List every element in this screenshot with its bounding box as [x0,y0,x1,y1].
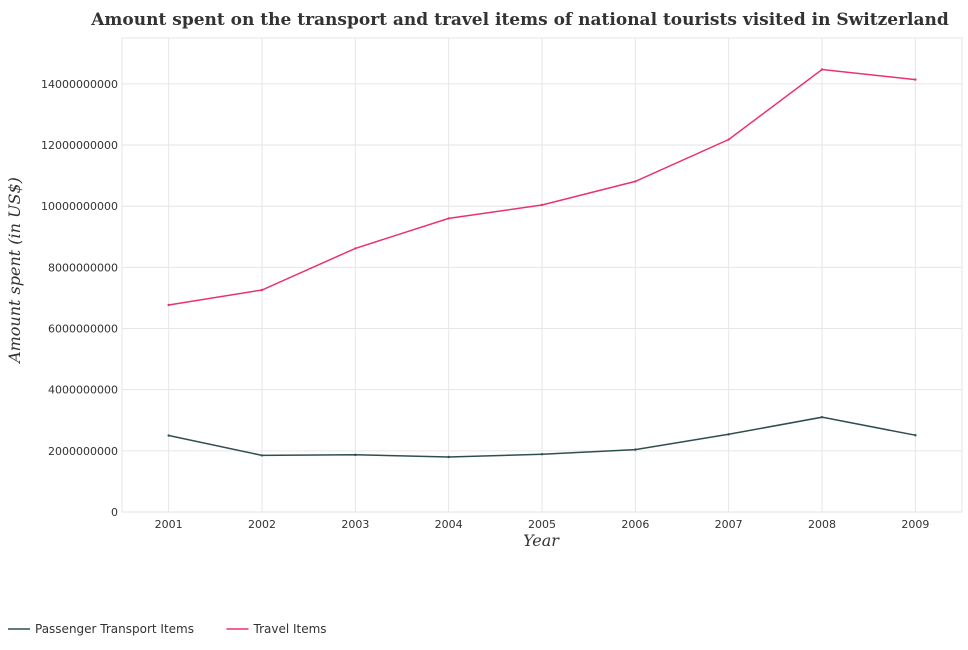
legend-label: Passenger Transport Items [35,622,194,636]
y-tick-label: 14000000000 [41,78,118,91]
data-point [540,453,544,456]
grid [121,37,963,513]
x-axis: 2001 2002 2003 2004 2005 2006 2007 2008 2009 [155,518,930,531]
y-tick-label: 6000000000 [48,323,118,336]
y-tick-label: 2000000000 [48,445,118,458]
x-tick-label: 2002 [248,518,276,531]
x-tick-label: 2008 [808,518,836,531]
y-tick-label: 0 [111,506,118,519]
data-point [634,448,637,451]
x-tick-label: 2007 [715,518,743,531]
x-axis-title: Year [523,531,560,550]
x-tick-label: 2005 [528,518,556,531]
data-point [167,303,170,307]
series-lines [167,68,917,459]
x-tick-label: 2009 [901,518,929,531]
data-point [447,217,450,220]
data-point [540,203,544,207]
legend: Passenger Transport Items Travel Items [8,622,327,636]
data-point [820,68,824,71]
data-point [260,288,264,292]
data-point [260,454,264,457]
data-point [354,247,357,250]
x-tick-label: 2006 [621,518,649,531]
x-tick-label: 2001 [155,518,183,531]
y-axis: 0 2000000000 4000000000 6000000000 800000000… [41,78,118,519]
chart-title: Amount spent on the transport and travel… [90,10,949,30]
data-point [914,434,917,437]
x-tick-label: 2003 [341,518,369,531]
data-point [354,453,357,457]
y-tick-label: 10000000000 [41,200,118,213]
data-point [727,138,730,141]
y-tick-label: 8000000000 [48,261,118,274]
data-point [634,180,637,183]
data-point [727,433,730,436]
legend-label: Travel Items [253,622,327,636]
data-point [167,434,170,437]
y-tick-label: 12000000000 [41,139,118,152]
data-point [914,78,917,81]
data-point [820,416,824,419]
data-point [447,455,450,459]
x-tick-label: 2004 [435,518,463,531]
y-axis-title: Amount spent (in US$) [5,177,24,365]
y-tick-label: 4000000000 [48,384,118,397]
